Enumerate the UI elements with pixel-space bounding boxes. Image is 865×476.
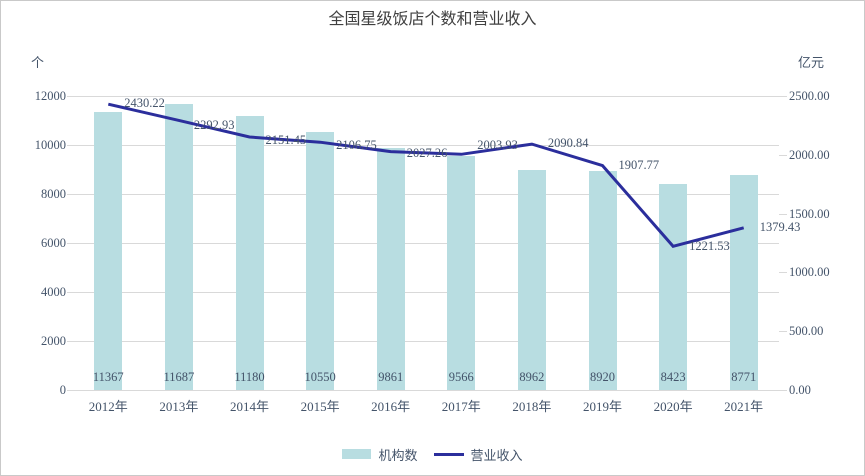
- x-axis-tick-label: 2019年: [582, 399, 622, 414]
- right-axis-unit: 亿元: [798, 55, 825, 70]
- gridline: [67, 194, 779, 195]
- line-value-label: 2106.75: [336, 138, 377, 153]
- right-axis-tick-mark: [779, 154, 787, 156]
- x-axis-tick-label: 2014年: [229, 399, 269, 414]
- legend-item-line: 营业收入: [433, 445, 523, 464]
- revenue-line-path: [107, 102, 745, 248]
- right-axis-tick-label: 2000.00: [789, 147, 830, 162]
- x-axis-tick-label: 2015年: [300, 399, 340, 414]
- line-value-label: 2003.93: [477, 138, 518, 153]
- gridline: [67, 145, 779, 146]
- left-axis-unit: 个: [31, 55, 45, 70]
- right-axis-tick-mark: [779, 331, 787, 333]
- bar: [729, 175, 758, 390]
- chart-title: 全国星级饭店个数和营业收入: [328, 11, 537, 28]
- right-axis-tick-mark: [779, 96, 787, 97]
- bar-value-label: 8423: [660, 370, 686, 384]
- x-axis-tick-label: 2020年: [653, 399, 693, 414]
- left-axis-tick-label: 0: [59, 383, 66, 397]
- x-axis-tick-label: 2021年: [724, 399, 764, 414]
- bar-value-label: 11687: [163, 370, 195, 384]
- bar-value-label: 8962: [519, 370, 545, 384]
- x-axis-tick-label: 2012年: [88, 399, 128, 414]
- line-value-label: 1907.77: [618, 157, 660, 172]
- gridline: [67, 390, 779, 391]
- bar-value-label: 11367: [92, 370, 124, 384]
- bar-value-label: 8771: [731, 370, 757, 384]
- right-axis-tick-mark: [779, 272, 787, 274]
- bar: [376, 148, 405, 390]
- x-axis-tick-label: 2018年: [512, 399, 552, 414]
- right-axis-tick-mark: [779, 390, 787, 391]
- bar: [306, 131, 335, 390]
- left-axis-tick-label: 8000: [41, 187, 66, 201]
- gridline: [67, 341, 779, 342]
- bar-series-swatch: [342, 449, 372, 459]
- bar-value-label: 9861: [378, 370, 404, 384]
- left-axis-tick-label: 6000: [41, 236, 66, 250]
- bar-series-label: 机构数: [378, 447, 418, 463]
- legend: 机构数 营业收入: [1, 445, 864, 463]
- left-axis-tick-label: 4000: [41, 285, 66, 299]
- bar: [517, 170, 546, 390]
- bar: [588, 171, 617, 390]
- line-value-label: 1221.53: [689, 239, 730, 254]
- line-series-swatch: [433, 452, 464, 456]
- bar: [235, 116, 264, 390]
- bar: [164, 103, 193, 390]
- bar-value-label: 11180: [234, 370, 265, 384]
- line-value-label: 2292.93: [193, 118, 235, 133]
- right-axis-tick-label: 1000.00: [789, 265, 830, 280]
- left-axis-tick-label: 2000: [41, 334, 66, 348]
- plot-area: 11367 11687 11180 10550 9861 9566 8962 8920 8423…: [67, 96, 800, 391]
- bar: [447, 155, 476, 390]
- line-series-label: 营业收入: [470, 447, 523, 463]
- gridline: [67, 96, 779, 97]
- x-axis-tick-label: 2017年: [441, 399, 481, 414]
- legend-item-bars: 机构数: [342, 445, 418, 464]
- line-value-label: 2430.22: [124, 96, 165, 111]
- bar-value-label: 10550: [304, 370, 336, 384]
- bar: [94, 111, 123, 390]
- left-axis-tick-label: 12000: [34, 89, 66, 103]
- x-axis-tick-label: 2016年: [371, 399, 411, 414]
- gridline: [67, 243, 779, 244]
- revenue-line: [107, 102, 745, 248]
- line-value-label: 2090.84: [547, 136, 589, 151]
- x-axis-tick-label: 2013年: [159, 399, 199, 414]
- right-axis-tick-label: 0.00: [789, 383, 811, 397]
- bar-value-label: 9566: [448, 370, 474, 384]
- line-value-label: 2151.45: [265, 132, 307, 147]
- gridline: [67, 292, 779, 293]
- bar-value-label: 8920: [589, 370, 615, 384]
- right-axis-tick-label: 2500.00: [789, 89, 830, 103]
- right-axis-tick-mark: [779, 213, 787, 215]
- right-axis-tick-label: 500.00: [789, 324, 824, 339]
- bar: [659, 183, 688, 390]
- right-axis-tick-label: 1500.00: [789, 206, 830, 221]
- line-value-label: 1379.43: [759, 219, 801, 234]
- left-axis-tick-label: 10000: [34, 138, 66, 152]
- line-value-label: 2027.26: [406, 145, 448, 160]
